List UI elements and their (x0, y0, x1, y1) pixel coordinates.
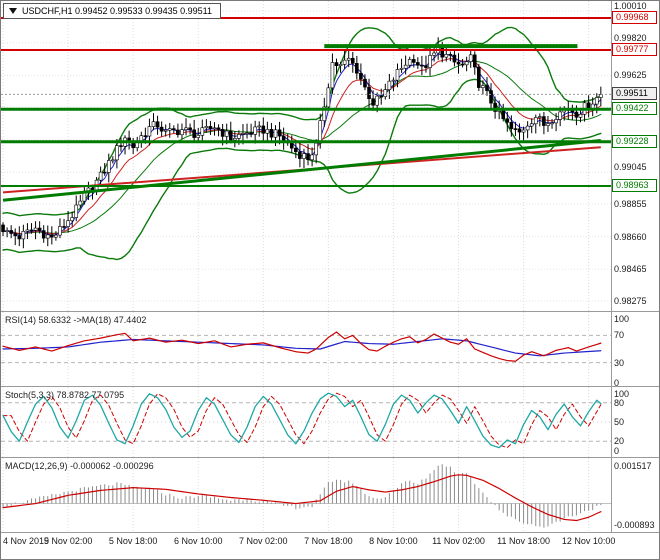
current-price-badge: 0.99511 (612, 87, 657, 101)
price-chart-panel[interactable] (1, 1, 611, 311)
time-tick-label: 7 Nov 02:00 (239, 536, 288, 546)
stoch-tick-label: 20 (614, 436, 625, 447)
p-rsi-canvas (1, 312, 611, 386)
price-level-badge: 0.99777 (612, 42, 657, 56)
price-level-badge: 0.99968 (612, 11, 657, 25)
time-tick-label: 4 Nov 2019 (3, 536, 50, 546)
price-tick-label: 1.00010 (614, 1, 647, 12)
p-macd-canvas (1, 458, 611, 532)
rsi-panel[interactable] (1, 312, 611, 386)
price-level-badge: 0.98963 (612, 179, 657, 192)
price-tick-label: 0.99820 (614, 32, 647, 43)
p-stoch-canvas (1, 387, 611, 457)
axis-separator-line (611, 1, 612, 532)
time-tick-label: 7 Nov 18:00 (304, 536, 353, 546)
panel-separator[interactable] (1, 457, 659, 458)
panel-separator[interactable] (1, 532, 659, 533)
macd-panel[interactable] (1, 458, 611, 532)
panel-separator[interactable] (1, 311, 659, 312)
stoch-tick-label: 100 (614, 389, 630, 399)
time-tick-label: 5 Nov 18:00 (108, 536, 158, 546)
macd-indicator-label: MACD(12,26,9) -0.000062 -0.000296 (5, 461, 154, 471)
time-tick-label: 6 Nov 10:00 (173, 536, 223, 546)
time-tick-label: 5 Nov 02:00 (43, 536, 93, 546)
stochastic-panel[interactable] (1, 387, 611, 457)
time-tick-label: 8 Nov 10:00 (369, 536, 418, 546)
time-tick-label: 11 Nov 02:00 (432, 536, 485, 546)
symbol-ohlc-box[interactable]: USDCHF,H1 0.99452 0.99533 0.99435 0.9951… (3, 3, 221, 19)
rsi-tick-label: 0 (614, 378, 620, 388)
price-tick-label: 0.98855 (614, 199, 647, 210)
panel-separator[interactable] (1, 386, 659, 387)
macd-tick-label: -0.000893 (614, 520, 655, 530)
rsi-tick-label: 70 (614, 330, 625, 341)
time-tick-label: 11 Nov 18:00 (497, 536, 550, 546)
stoch-tick-label: 80 (614, 397, 625, 408)
chart-dropdown-triangle-icon[interactable] (9, 8, 17, 14)
price-tick-label: 0.99625 (614, 70, 647, 81)
symbol-ohlc-text: USDCHF,H1 0.99452 0.99533 0.99435 0.9951… (22, 6, 212, 16)
time-tick-label: 12 Nov 10:00 (561, 536, 616, 546)
macd-tick-label: 0.001517 (614, 461, 652, 471)
price-level-badge: 0.99228 (612, 134, 657, 148)
stoch-tick-label: 0 (614, 446, 620, 456)
rsi-tick-label: 100 (614, 314, 630, 324)
time-axis[interactable]: 4 Nov 2019 5 Nov 02:00 5 Nov 18:00 6 Nov 10… (1, 533, 659, 559)
stochastic-indicator-label: Stoch(5,3,3) 78.8782 77.0795 (5, 390, 125, 400)
price-tick-label: 0.99045 (614, 162, 647, 173)
price-axis[interactable]: 1.00010 0.99820 0.99625 0.99045 0.98855 0.986… (612, 1, 659, 532)
price-tick-label: 0.98465 (614, 264, 647, 275)
stoch-tick-label: 50 (614, 417, 625, 427)
p-main-canvas (1, 1, 611, 311)
rsi-tick-label: 30 (614, 357, 625, 368)
rsi-indicator-label: RSI(14) 58.6332 ->MA(18) 47.4402 (5, 315, 147, 325)
price-tick-label: 0.98275 (614, 295, 647, 306)
price-tick-label: 0.98660 (614, 231, 647, 242)
price-level-badge: 0.99422 (612, 102, 657, 116)
